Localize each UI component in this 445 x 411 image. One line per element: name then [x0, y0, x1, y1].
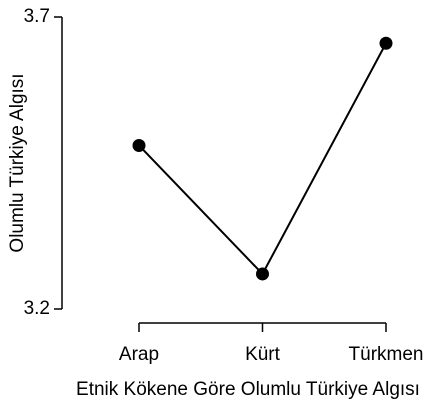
point [132, 138, 146, 152]
x-tick-label: Arap [119, 344, 159, 365]
y-axis-label: Olumlu Türkiye Algısı [7, 73, 28, 252]
x-tick-label: Kürt [245, 344, 281, 365]
y-tick-label: 3.7 [24, 6, 50, 27]
line [138, 42, 387, 276]
y-tick-label: 3.2 [24, 298, 50, 319]
x-tick-label: Türkmen [349, 344, 424, 365]
point [256, 267, 269, 281]
x-axis-label: Etnik Kökene Göre Olumlu Türkiye Algısı [76, 379, 420, 400]
point [379, 36, 393, 50]
